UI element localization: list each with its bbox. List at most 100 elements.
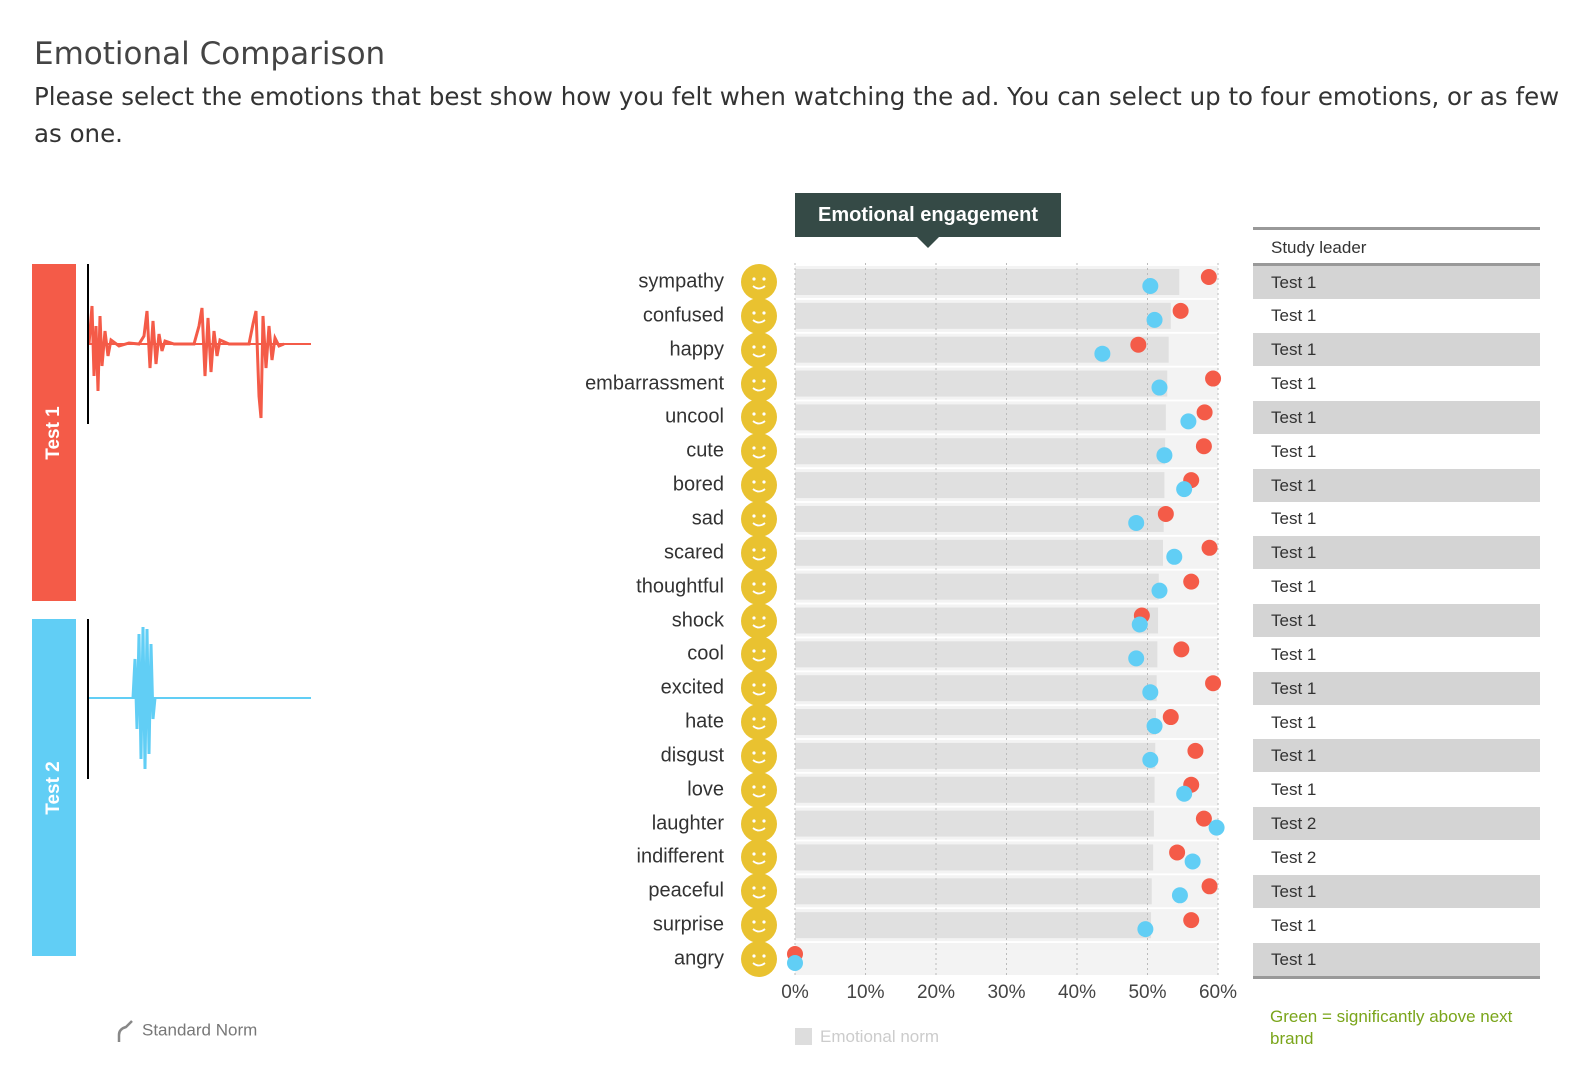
standard-norm-legend: Standard Norm xyxy=(116,1020,257,1042)
emotion-label: indifferent xyxy=(636,845,724,868)
data-point-test-2 xyxy=(1184,853,1201,870)
study-leader-table: Study leader Test 1 Test 1 Test 1 Test 1 Tes… xyxy=(1253,227,1540,980)
norm-bar xyxy=(795,539,1164,566)
data-point-test-2 xyxy=(1151,582,1168,599)
x-tick-label: 0% xyxy=(781,982,809,1003)
data-point-test-2 xyxy=(1171,887,1188,904)
norm-bar xyxy=(795,776,1155,803)
test-1-label: Test 1 xyxy=(43,405,64,460)
table-row: Test 1 xyxy=(1253,604,1540,637)
data-point-test-2 xyxy=(1142,684,1159,701)
emotion-label: angry xyxy=(673,947,724,970)
test-2-bar[interactable]: Test 2 xyxy=(32,619,76,956)
norm-bar xyxy=(795,709,1156,736)
table-bottom-rule xyxy=(1253,976,1540,980)
emotion-label: sad xyxy=(691,507,724,530)
emotional-engagement-chart xyxy=(787,263,1225,975)
emotion-label: sympathy xyxy=(638,270,724,293)
data-point-test-2 xyxy=(1131,616,1148,633)
data-point-test-1 xyxy=(1200,269,1217,285)
data-point-test-2 xyxy=(1180,413,1197,430)
norm-bar xyxy=(795,269,1180,295)
norm-bar xyxy=(795,878,1152,905)
data-point-test-1 xyxy=(1157,505,1174,522)
peaceful-face-icon xyxy=(741,873,777,910)
data-point-test-2 xyxy=(1142,278,1159,294)
norm-bar xyxy=(795,370,1168,397)
norm-bar xyxy=(795,573,1159,600)
norm-bar xyxy=(795,438,1166,465)
bored-face-icon xyxy=(741,467,777,504)
table-row: Test 1 xyxy=(1253,874,1540,908)
emotional-norm-swatch xyxy=(795,1028,812,1045)
sad-face-icon xyxy=(741,500,777,537)
page-header: Emotional Comparison Please select the e… xyxy=(34,30,1574,152)
norm-bar xyxy=(795,505,1164,532)
hate-face-icon xyxy=(741,704,777,741)
table-row: Test 2 xyxy=(1271,847,1317,867)
data-point-test-1 xyxy=(1201,539,1218,556)
data-point-test-2 xyxy=(1156,447,1173,464)
shock-face-icon xyxy=(741,602,777,639)
emotional-norm-legend: Emotional norm xyxy=(795,1027,939,1047)
data-point-test-1 xyxy=(1205,675,1222,692)
indifferent-face-icon xyxy=(741,839,777,876)
page-title: Emotional Comparison xyxy=(34,36,386,72)
norm-bar xyxy=(795,302,1171,329)
thoughtful-face-icon xyxy=(741,568,777,605)
table-row: Test 1 xyxy=(1253,468,1540,502)
table-top-rule xyxy=(1253,227,1540,230)
study-leader-header: Study leader xyxy=(1253,230,1540,266)
test-1-waveform-axis xyxy=(87,264,89,424)
table-row: Test 1 xyxy=(1271,577,1317,597)
data-point-test-2 xyxy=(1128,514,1145,531)
norm-bar xyxy=(795,641,1158,668)
data-point-test-1 xyxy=(1201,878,1218,895)
data-point-test-1 xyxy=(1162,709,1179,726)
emotion-label: happy xyxy=(669,338,725,361)
data-point-test-1 xyxy=(1130,336,1147,353)
emotion-label: disgust xyxy=(660,744,724,767)
data-point-test-2 xyxy=(1142,751,1159,768)
emotional-engagement-tab[interactable]: Emotional engagement xyxy=(795,193,1061,237)
data-point-test-1 xyxy=(1183,573,1200,590)
scared-face-icon xyxy=(741,534,777,571)
tab-pointer xyxy=(917,237,939,248)
table-row: Test 1 xyxy=(1271,441,1317,461)
data-point-test-2 xyxy=(787,955,803,971)
cool-face-icon xyxy=(741,636,777,673)
excited-face-icon xyxy=(741,670,777,707)
table-row: Test 2 xyxy=(1253,807,1540,841)
data-point-test-1 xyxy=(1205,370,1222,387)
table-row: Test 1 xyxy=(1253,942,1540,976)
sympathy-face-icon xyxy=(741,264,777,300)
data-point-test-1 xyxy=(1196,404,1213,421)
norm-bar xyxy=(795,472,1165,499)
emotion-label: confused xyxy=(642,304,724,327)
norm-bar xyxy=(795,675,1157,702)
embarrassment-face-icon xyxy=(741,365,777,402)
table-row: Test 1 xyxy=(1271,780,1317,800)
x-tick-label: 20% xyxy=(916,982,956,1003)
surprise-face-icon xyxy=(741,907,777,944)
love-face-icon xyxy=(741,771,777,808)
norm-bar xyxy=(795,844,1154,871)
data-point-test-2 xyxy=(1146,311,1163,328)
disgust-face-icon xyxy=(741,737,777,774)
table-row: Test 1 xyxy=(1253,333,1540,367)
test-1-bar[interactable]: Test 1 xyxy=(32,264,76,601)
hook-icon xyxy=(116,1020,136,1042)
data-point-test-2 xyxy=(1137,921,1154,938)
data-point-test-2 xyxy=(1094,345,1111,362)
x-tick-label: 10% xyxy=(846,982,885,1003)
table-row: Test 1 xyxy=(1253,671,1540,705)
table-row: Test 1 xyxy=(1253,739,1540,773)
data-point-test-1 xyxy=(1195,438,1212,455)
test-2-waveform xyxy=(89,626,311,770)
norm-bar xyxy=(795,810,1154,837)
norm-bar xyxy=(795,912,1152,939)
data-point-test-2 xyxy=(1151,379,1168,396)
x-tick-label: 30% xyxy=(987,982,1026,1003)
table-row: Test 1 xyxy=(1253,400,1540,434)
table-row: Test 1 xyxy=(1271,644,1317,664)
